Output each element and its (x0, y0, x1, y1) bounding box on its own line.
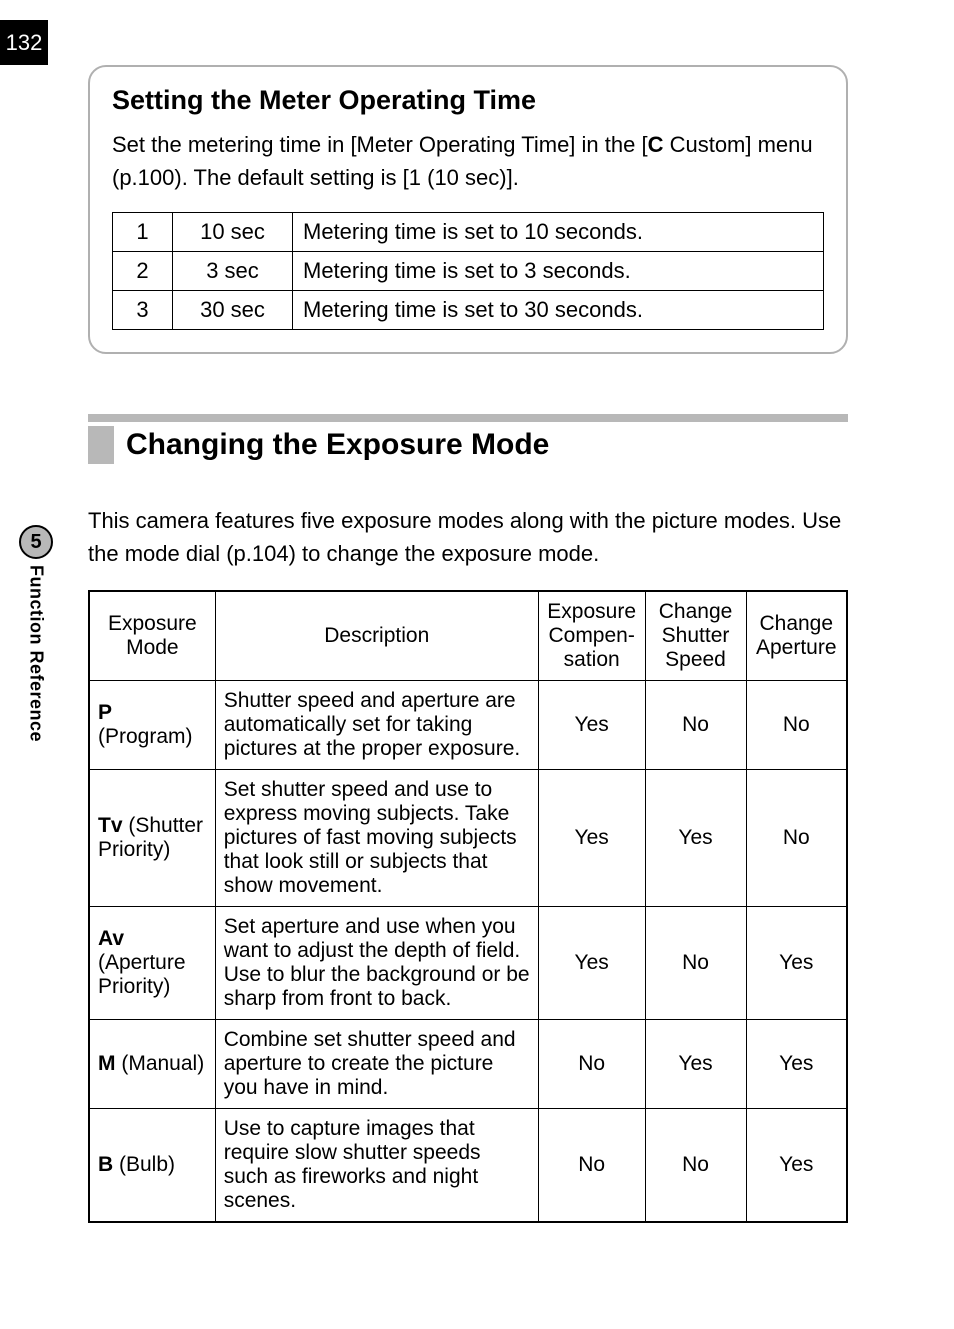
mode-aperture: No (746, 681, 847, 770)
mode-comp: Yes (538, 770, 645, 907)
mode-cell: Tv (Shutter Priority) (89, 770, 215, 907)
mode-letter: M (98, 1052, 116, 1075)
mode-desc: Set aperture and use when you want to ad… (215, 907, 538, 1020)
meter-row-num: 1 (113, 213, 173, 252)
table-row: 2 3 sec Metering time is set to 3 second… (113, 252, 824, 291)
table-row: Tv (Shutter Priority) Set shutter speed … (89, 770, 847, 907)
section-heading: Changing the Exposure Mode (126, 428, 549, 462)
col-change-aperture: Change Aperture (746, 591, 847, 681)
table-row: Av (Aperture Priority) Set aperture and … (89, 907, 847, 1020)
page-number: 132 (0, 20, 48, 65)
meter-row-num: 2 (113, 252, 173, 291)
meter-row-sec: 30 sec (173, 291, 293, 330)
mode-cell: Av (Aperture Priority) (89, 907, 215, 1020)
side-tab: 5 Function Reference (14, 525, 58, 742)
meter-row-sec: 10 sec (173, 213, 293, 252)
section-heading-row: Changing the Exposure Mode (88, 426, 848, 464)
mode-desc: Use to capture images that require slow … (215, 1109, 538, 1223)
col-exposure-mode: Exposure Mode (89, 591, 215, 681)
meter-box-desc: Set the metering time in [Meter Operatin… (112, 128, 824, 194)
mode-letter: Av (98, 927, 124, 950)
mode-shutter: No (645, 681, 746, 770)
mode-shutter: Yes (645, 1020, 746, 1109)
main-content: Setting the Meter Operating Time Set the… (88, 65, 848, 1223)
table-row: P (Program) Shutter speed and aperture a… (89, 681, 847, 770)
table-row: B (Bulb) Use to capture images that requ… (89, 1109, 847, 1223)
meter-row-desc: Metering time is set to 3 seconds. (293, 252, 824, 291)
mode-desc: Shutter speed and aperture are automatic… (215, 681, 538, 770)
mode-aperture: Yes (746, 907, 847, 1020)
meter-row-desc: Metering time is set to 10 seconds. (293, 213, 824, 252)
mode-aperture: Yes (746, 1109, 847, 1223)
meter-row-num: 3 (113, 291, 173, 330)
mode-cell: M (Manual) (89, 1020, 215, 1109)
mode-label: (Program) (98, 725, 193, 748)
col-change-shutter: Change Shutter Speed (645, 591, 746, 681)
mode-letter: Tv (98, 814, 123, 837)
mode-cell: B (Bulb) (89, 1109, 215, 1223)
section-top-bar (88, 414, 848, 422)
mode-shutter: No (645, 907, 746, 1020)
mode-comp: Yes (538, 907, 645, 1020)
col-exposure-comp: Exposure Compen-sation (538, 591, 645, 681)
meter-row-desc: Metering time is set to 30 seconds. (293, 291, 824, 330)
mode-comp: No (538, 1109, 645, 1223)
table-row: M (Manual) Combine set shutter speed and… (89, 1020, 847, 1109)
chapter-number-badge: 5 (19, 525, 53, 559)
mode-label: (Aperture Priority) (98, 951, 186, 998)
mode-shutter: No (645, 1109, 746, 1223)
mode-label: (Bulb) (113, 1153, 175, 1176)
mode-desc: Combine set shutter speed and aperture t… (215, 1020, 538, 1109)
meter-table: 1 10 sec Metering time is set to 10 seco… (112, 212, 824, 330)
table-header-row: Exposure Mode Description Exposure Compe… (89, 591, 847, 681)
table-row: 3 30 sec Metering time is set to 30 seco… (113, 291, 824, 330)
chapter-label: Function Reference (26, 565, 47, 742)
mode-cell: P (Program) (89, 681, 215, 770)
mode-label: (Manual) (116, 1052, 205, 1075)
table-row: 1 10 sec Metering time is set to 10 seco… (113, 213, 824, 252)
mode-letter: P (98, 701, 112, 724)
meter-row-sec: 3 sec (173, 252, 293, 291)
mode-desc: Set shutter speed and use to express mov… (215, 770, 538, 907)
custom-c-icon: C (648, 132, 664, 157)
meter-operating-time-box: Setting the Meter Operating Time Set the… (88, 65, 848, 354)
section-heading-chip (88, 426, 114, 464)
meter-box-title: Setting the Meter Operating Time (112, 85, 824, 116)
meter-desc-part1: Set the metering time in [Meter Operatin… (112, 132, 648, 157)
mode-letter: B (98, 1153, 113, 1176)
exposure-mode-table: Exposure Mode Description Exposure Compe… (88, 590, 848, 1223)
mode-aperture: No (746, 770, 847, 907)
mode-comp: Yes (538, 681, 645, 770)
col-description: Description (215, 591, 538, 681)
mode-aperture: Yes (746, 1020, 847, 1109)
mode-comp: No (538, 1020, 645, 1109)
section-desc: This camera features five exposure modes… (88, 504, 848, 570)
mode-shutter: Yes (645, 770, 746, 907)
